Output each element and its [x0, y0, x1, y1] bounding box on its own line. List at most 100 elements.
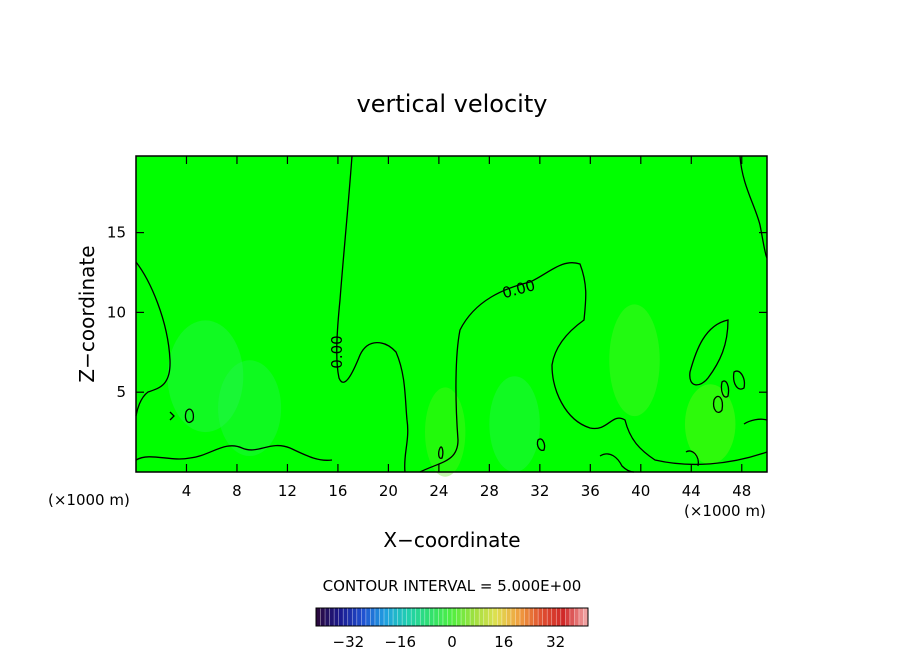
colorbar-swatch: [411, 608, 417, 626]
x-tick-label: 40: [631, 482, 650, 500]
y-axis-ticks: 5 10 15: [107, 224, 767, 401]
colorbar-swatch: [433, 608, 439, 626]
colorbar-swatch: [583, 608, 589, 626]
colorbar-swatch: [479, 608, 485, 626]
colorbar-swatch: [520, 608, 526, 626]
colorbar-swatch: [343, 608, 349, 626]
colorbar-swatch: [492, 608, 498, 626]
contour-line: [336, 155, 409, 473]
contour-line: [720, 380, 730, 398]
shade-region: [424, 387, 466, 477]
x-tick-label: 16: [328, 482, 347, 500]
field-shading: [167, 304, 736, 477]
colorbar-swatch: [524, 608, 530, 626]
chart-title: vertical velocity: [357, 90, 548, 118]
colorbar-swatch: [325, 608, 331, 626]
contour-line: [135, 261, 171, 417]
contour-line: [689, 319, 729, 386]
colorbar-swatch: [474, 608, 480, 626]
x-tick-label: 48: [732, 482, 751, 500]
colorbar-swatch: [470, 608, 476, 626]
colorbar-swatch: [442, 608, 448, 626]
colorbar-swatch: [506, 608, 512, 626]
shade-region: [609, 304, 660, 417]
y-tick-label: 5: [116, 383, 126, 401]
colorbar-swatch: [379, 608, 385, 626]
colorbar-swatch: [465, 608, 471, 626]
shade-region: [167, 320, 244, 433]
colorbar-swatch: [374, 608, 380, 626]
contour-line: [536, 438, 546, 452]
x-tick-label: 24: [429, 482, 448, 500]
colorbar-swatch: [338, 608, 344, 626]
colorbar-tick-label: 16: [494, 633, 513, 651]
colorbar-tick-labels: −32 −16 0 16 32: [333, 633, 566, 651]
colorbar-swatch: [320, 608, 326, 626]
colorbar-swatch: [569, 608, 575, 626]
colorbar-swatch: [438, 608, 444, 626]
x-tick-label: 44: [682, 482, 701, 500]
colorbar-swatch: [578, 608, 584, 626]
colorbar-swatch: [547, 608, 553, 626]
colorbar-swatch: [402, 608, 408, 626]
contour-line: [739, 155, 768, 259]
contour-interval-text: CONTOUR INTERVAL = 5.000E+00: [323, 577, 582, 595]
x-tick-label: 20: [379, 482, 398, 500]
colorbar-swatch: [352, 608, 358, 626]
x-axis-label: X−coordinate: [383, 528, 520, 552]
contour-line: [184, 408, 195, 424]
colorbar-swatch: [347, 608, 353, 626]
colorbar-swatch: [510, 608, 516, 626]
colorbar-swatch: [316, 608, 322, 626]
colorbar-swatch: [365, 608, 371, 626]
x-tick-label: 32: [530, 482, 549, 500]
plot-frame: [135, 155, 768, 473]
colorbar-swatch: [456, 608, 462, 626]
colorbar-swatch: [452, 608, 458, 626]
colorbar-tick-label: 32: [546, 633, 565, 651]
contour-line: [712, 395, 724, 414]
x-axis-unit-right: (×1000 m): [684, 502, 766, 520]
colorbar-swatch: [370, 608, 376, 626]
colorbar-swatch: [488, 608, 494, 626]
colorbar-frame: [315, 607, 589, 627]
colorbar-swatch: [424, 608, 430, 626]
colorbar-swatch: [329, 608, 335, 626]
contour-label: 0.00: [328, 335, 346, 368]
colorbar-swatch: [356, 608, 362, 626]
colorbar: [315, 607, 589, 627]
colorbar-swatch: [533, 608, 539, 626]
shade-region: [218, 360, 282, 457]
colorbar-swatch: [538, 608, 544, 626]
contour-lines: [135, 155, 768, 473]
x-tick-label: 12: [278, 482, 297, 500]
x-tick-label: 28: [480, 482, 499, 500]
y-tick-label: 15: [107, 224, 126, 242]
colorbar-swatch: [574, 608, 580, 626]
colorbar-swatch: [429, 608, 435, 626]
contour-line: [743, 418, 768, 425]
y-tick-label: 10: [107, 303, 126, 321]
colorbar-swatch: [551, 608, 557, 626]
shade-region: [489, 376, 540, 472]
x-axis-ticks: 4 8 12 16 20 24 28 32 36 40 44 48: [182, 156, 751, 500]
colorbar-swatch: [447, 608, 453, 626]
colorbar-swatch: [529, 608, 535, 626]
contour-line: [732, 370, 746, 390]
x-axis-unit-left: (×1000 m): [48, 491, 130, 509]
colorbar-swatch: [397, 608, 403, 626]
contour-line: [169, 411, 175, 421]
colorbar-swatch: [542, 608, 548, 626]
field-background: [136, 156, 767, 472]
contour-line: [419, 262, 768, 473]
colorbar-swatch: [565, 608, 571, 626]
contour-line: [135, 444, 333, 461]
colorbar-tick-label: −32: [333, 633, 365, 651]
colorbar-swatch: [483, 608, 489, 626]
colorbar-swatch: [361, 608, 367, 626]
colorbar-swatch: [560, 608, 566, 626]
colorbar-swatch: [497, 608, 503, 626]
colorbar-swatch: [393, 608, 399, 626]
